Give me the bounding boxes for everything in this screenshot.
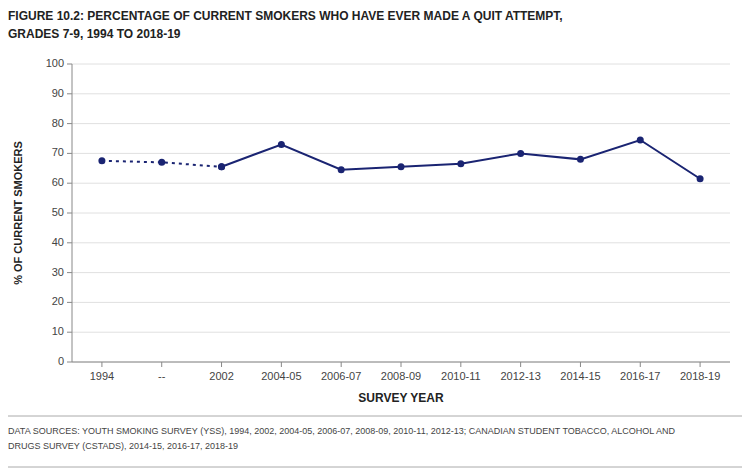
point bbox=[517, 150, 524, 157]
grid-line bbox=[72, 153, 730, 154]
x-tick-label: 2016-17 bbox=[620, 370, 660, 382]
y-tick-label: 100 bbox=[46, 57, 64, 69]
point bbox=[577, 156, 584, 163]
x-tick-label: 1994 bbox=[90, 370, 114, 382]
grid-line bbox=[72, 272, 730, 273]
subtitle: GRADES 7-9, 1994 TO 2018-19 bbox=[8, 27, 181, 41]
x-tick bbox=[700, 362, 701, 367]
point bbox=[98, 157, 105, 164]
point bbox=[398, 163, 405, 170]
grid-line bbox=[72, 183, 730, 184]
y-axis bbox=[72, 64, 73, 362]
x-tick bbox=[221, 362, 222, 367]
y-tick bbox=[67, 242, 72, 243]
y-axis-label: % OF CURRENT SMOKERS bbox=[12, 141, 24, 285]
y-tick-label: 60 bbox=[52, 176, 64, 188]
footnote: DATA SOURCES: YOUTH SMOKING SURVEY (YSS)… bbox=[8, 426, 675, 436]
x-tick-label: 2010-11 bbox=[441, 370, 481, 382]
grid-line bbox=[72, 93, 730, 94]
y-tick bbox=[67, 362, 72, 363]
plot-area bbox=[98, 136, 703, 182]
y-tick bbox=[67, 64, 72, 65]
x-tick-label: 2014-15 bbox=[560, 370, 600, 382]
point bbox=[278, 141, 285, 148]
y-tick bbox=[67, 153, 72, 154]
y-tick-label: 30 bbox=[52, 266, 64, 278]
x-tick-label: -- bbox=[158, 370, 166, 382]
point bbox=[158, 159, 165, 166]
x-tick bbox=[401, 362, 402, 367]
bottom-border bbox=[8, 467, 742, 468]
grid-line bbox=[72, 123, 730, 124]
x-tick-label: 2004-05 bbox=[261, 370, 301, 382]
x-axis-label: SURVEY YEAR bbox=[358, 391, 444, 405]
grid-line bbox=[72, 242, 730, 243]
grid-line bbox=[72, 332, 730, 333]
x-tick bbox=[580, 362, 581, 367]
y-tick-label: 20 bbox=[52, 295, 64, 307]
grid-line bbox=[72, 213, 730, 214]
y-tick bbox=[67, 93, 72, 94]
y-tick bbox=[67, 183, 72, 184]
grid-line bbox=[72, 64, 730, 65]
x-tick bbox=[101, 362, 102, 367]
chart: FIGURE 10.2: PERCENTAGE OF CURRENT SMOKE… bbox=[0, 0, 750, 472]
y-tick bbox=[67, 272, 72, 273]
grid-line bbox=[72, 302, 730, 303]
y-tick-label: 40 bbox=[52, 236, 64, 248]
point bbox=[637, 136, 644, 143]
y-tick bbox=[67, 213, 72, 214]
x-tick bbox=[281, 362, 282, 367]
y-tick-label: 10 bbox=[52, 325, 64, 337]
x-tick-label: 2012-13 bbox=[500, 370, 540, 382]
title: FIGURE 10.2: PERCENTAGE OF CURRENT SMOKE… bbox=[8, 9, 563, 23]
y-tick bbox=[67, 332, 72, 333]
y-tick bbox=[67, 302, 72, 303]
x-tick bbox=[161, 362, 162, 367]
x-tick bbox=[341, 362, 342, 367]
y-tick-label: 80 bbox=[52, 117, 64, 129]
x-tick-label: 2002 bbox=[209, 370, 233, 382]
y-tick-label: 70 bbox=[52, 146, 64, 158]
separator bbox=[8, 416, 742, 417]
line bbox=[222, 140, 701, 179]
footnote: DRUGS SURVEY (CSTADS), 2014-15, 2016-17,… bbox=[8, 441, 238, 451]
x-tick bbox=[640, 362, 641, 367]
point bbox=[457, 160, 464, 167]
y-tick-label: 0 bbox=[58, 355, 64, 367]
y-tick bbox=[67, 123, 72, 124]
x-tick-label: 2006-07 bbox=[321, 370, 361, 382]
point bbox=[697, 175, 704, 182]
x-tick bbox=[520, 362, 521, 367]
x-tick-label: 2018-19 bbox=[680, 370, 720, 382]
grid bbox=[72, 64, 730, 362]
x-tick-label: 2008-09 bbox=[381, 370, 421, 382]
point bbox=[218, 163, 225, 170]
point bbox=[218, 163, 225, 170]
point bbox=[338, 166, 345, 173]
y-tick-label: 90 bbox=[52, 87, 64, 99]
x-tick bbox=[460, 362, 461, 367]
y-tick-label: 50 bbox=[52, 206, 64, 218]
